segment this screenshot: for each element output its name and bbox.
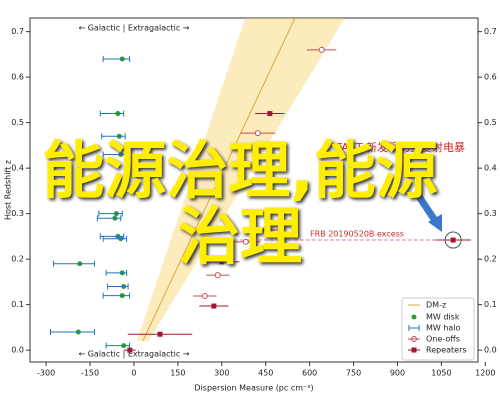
y-tick-label: 0.1 — [11, 300, 24, 309]
error-bar — [101, 133, 126, 140]
bottom-note: ← Galactic | Extragalactic → — [78, 350, 189, 359]
x-tick-label: 0 — [131, 369, 136, 378]
error-bar — [99, 110, 125, 117]
error-bar — [102, 55, 131, 62]
annotation: FAST 新发现的重复射电暴 — [336, 140, 465, 154]
legend-label: MW halo — [426, 324, 461, 333]
error-bar — [49, 328, 95, 335]
x-tick-label: 150 — [170, 369, 185, 378]
y2-tick-label: 0.7 — [484, 27, 497, 36]
error-bar — [105, 342, 131, 349]
legend-label: MW disk — [426, 313, 460, 322]
point — [254, 130, 261, 137]
x-tick-label: 900 — [390, 369, 405, 378]
point — [219, 259, 225, 265]
y2-tick-label: 0.6 — [484, 73, 497, 82]
x-tick-label: 1050 — [431, 369, 451, 378]
error-bar — [102, 151, 128, 158]
x-tick-label: 750 — [346, 369, 361, 378]
error-bar — [107, 283, 129, 290]
arrow-head — [428, 214, 442, 232]
excess-label: FRB 20190520B excess — [310, 230, 404, 239]
x-axis-label: Dispersion Measure (pc cm⁻³) — [194, 384, 313, 393]
x-tick-label: 600 — [302, 369, 317, 378]
dmz-line — [142, 17, 296, 342]
error-bar — [102, 292, 131, 299]
dmz-band — [136, 18, 345, 342]
x-tick-label: 450 — [258, 369, 273, 378]
y2-tick-label: 0.2 — [484, 255, 497, 264]
y-tick-label: 0.3 — [11, 209, 24, 218]
y2-tick-label: 0.5 — [484, 118, 497, 127]
error-bar — [96, 215, 122, 222]
legend-label: Repeaters — [426, 346, 467, 355]
point — [127, 347, 133, 353]
y-tick-label: 0.6 — [11, 73, 24, 82]
legend-label: DM-z — [426, 301, 446, 310]
y-tick-label: 0.2 — [11, 255, 24, 264]
y2-tick-label: 0.3 — [484, 209, 497, 218]
legend-label: One-offs — [426, 335, 460, 344]
y-tick-label: 0.4 — [11, 164, 24, 173]
overlay-text: 能源治理,能源治理 — [42, 134, 438, 273]
y-axis-label: Host Redshift z — [4, 160, 13, 220]
point — [318, 46, 325, 53]
x-tick-label: -300 — [37, 369, 55, 378]
point — [201, 293, 208, 300]
error-bar — [52, 260, 95, 267]
legend-swatch — [411, 314, 417, 320]
top-note: ← Galactic | Extragalactic → — [78, 24, 189, 33]
x-tick-label: 300 — [214, 369, 229, 378]
point — [157, 331, 163, 337]
y-tick-label: 0.0 — [11, 346, 24, 355]
y-tick-label: 0.7 — [11, 27, 24, 36]
error-bar — [102, 235, 128, 242]
plot-frame — [29, 17, 479, 363]
legend: DM-z MW disk MW halo One-offs Repeaters — [401, 297, 475, 361]
point — [211, 303, 217, 309]
y2-tick-label: 0.4 — [484, 164, 497, 173]
error-bar — [105, 269, 128, 276]
x-tick-label: -150 — [81, 369, 99, 378]
error-bar — [98, 210, 123, 217]
legend-swatch — [408, 325, 420, 331]
y2-tick-label: 0.0 — [484, 346, 497, 355]
point — [214, 272, 221, 279]
y-tick-label: 0.5 — [11, 118, 24, 127]
point — [267, 111, 273, 117]
arrow — [415, 193, 439, 224]
point — [242, 238, 249, 245]
point — [450, 237, 456, 243]
y2-tick-label: 0.1 — [484, 300, 497, 309]
x-tick-label: 1200 — [475, 369, 495, 378]
point — [263, 227, 269, 233]
